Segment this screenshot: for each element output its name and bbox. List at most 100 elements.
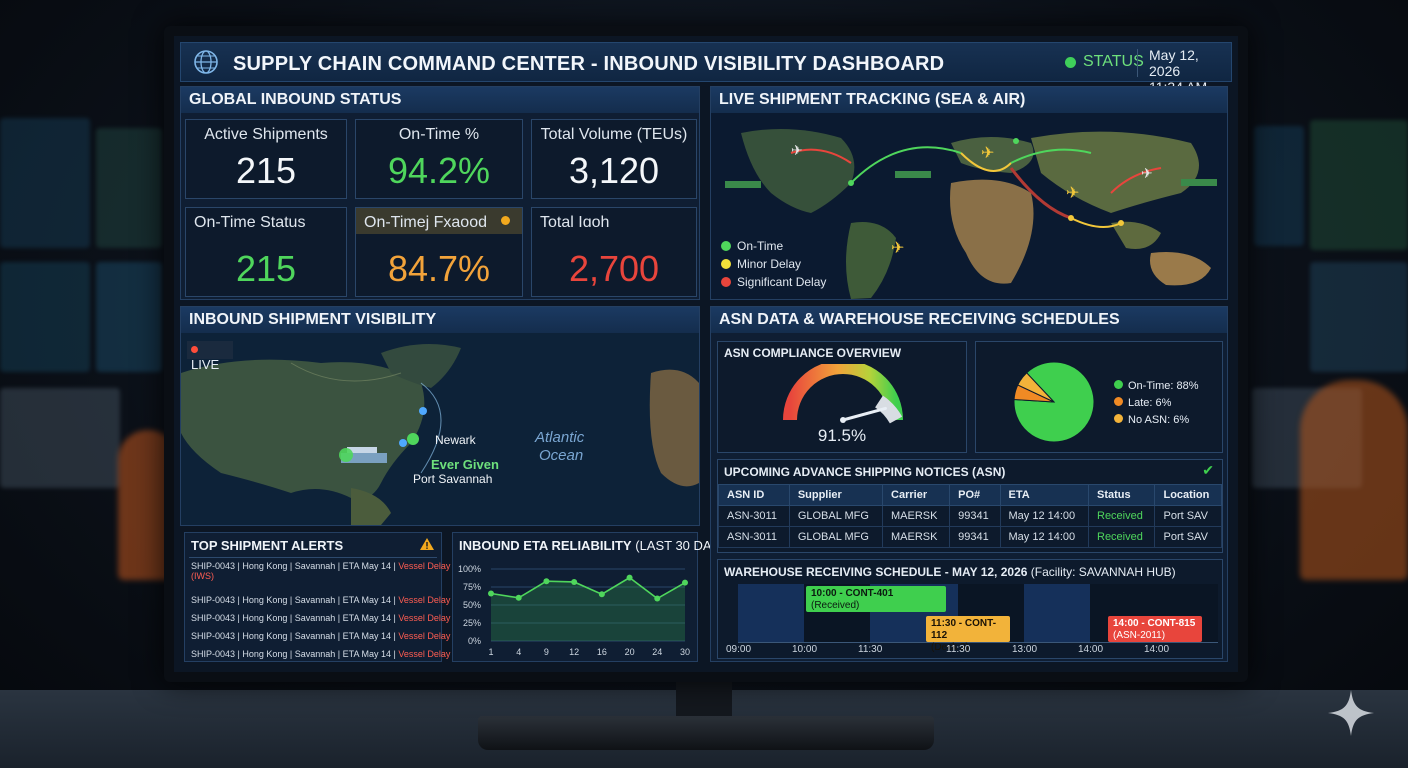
legend-label: Minor Delay: [737, 257, 802, 271]
kpi-on-time-forecast[interactable]: On-Timej Fxaood 84.7%: [355, 207, 523, 297]
kpi-active-shipments[interactable]: Active Shipments 215: [185, 119, 347, 199]
kpi-total-volume[interactable]: Total Volume (TEUs) 3,120: [531, 119, 697, 199]
kpi-on-time-status[interactable]: On-Time Status 215: [185, 207, 347, 297]
column-header[interactable]: Location: [1154, 484, 1222, 506]
alerts-divider: [189, 557, 437, 558]
asn-pie-card: On-Time: 88% Late: 6% No ASN: 6%: [975, 341, 1223, 453]
panel-title: GLOBAL INBOUND STATUS: [181, 87, 699, 113]
column-header[interactable]: PO#: [949, 484, 1001, 506]
svg-text:✈: ✈: [791, 142, 803, 158]
alert-row[interactable]: SHIP-0043 | Hong Kong | Savannah | ETA M…: [191, 631, 450, 641]
legend-significant-delay: Significant Delay: [721, 275, 826, 289]
cell-po: 99341: [949, 526, 1001, 548]
us-east-coast-map[interactable]: [181, 333, 699, 525]
world-map[interactable]: ✈ ✈ ✈ ✈ ✈: [711, 113, 1227, 299]
alert-text: SHIP-0043 | Hong Kong | Savannah | ETA M…: [191, 649, 399, 659]
column-header[interactable]: ETA: [999, 484, 1089, 506]
live-label: LIVE: [191, 357, 220, 372]
time-tick: 14:00: [1144, 644, 1170, 655]
data-point[interactable]: [682, 579, 688, 586]
status-indicator-icon: [1065, 57, 1076, 68]
alert-text: SHIP-0043 | Hong Kong | Savannah | ETA M…: [191, 613, 399, 623]
map-label-port-savannah: Port Savannah: [413, 472, 493, 486]
legend-label: Late: 6%: [1128, 397, 1172, 409]
compliance-gauge: [783, 364, 903, 424]
data-point[interactable]: [571, 578, 578, 585]
time-tick: 10:00: [792, 644, 818, 655]
y-tick-label: 0%: [468, 636, 481, 646]
asn-table: ASN ID Supplier Carrier PO# ETA Status L…: [718, 484, 1222, 548]
alert-row[interactable]: SHIP-0043 | Hong Kong | Savannah | ETA M…: [191, 613, 450, 623]
cell-eta: May 12 14:00: [999, 526, 1089, 548]
x-tick-label: 24: [652, 647, 662, 657]
block-subtitle: (ASN-2011): [1113, 630, 1166, 641]
column-header[interactable]: Carrier: [882, 484, 951, 506]
alert-text: SHIP-0043 | Hong Kong | Savannah | ETA M…: [191, 561, 399, 571]
cell-supplier: GLOBAL MFG: [788, 505, 884, 527]
legend-dot-icon: [1114, 414, 1123, 423]
column-header[interactable]: ASN ID: [718, 484, 790, 506]
alert-tag: Vessel Delay: [398, 613, 451, 623]
live-dot-icon: [191, 346, 198, 353]
time-tick: 11:30: [858, 644, 883, 655]
alert-row[interactable]: SHIP-0043 | Hong Kong | Savannah | ETA M…: [191, 649, 450, 659]
alert-tag: Vessel Delay: [398, 631, 451, 641]
dashboard-header: SUPPLY CHAIN COMMAND CENTER - INBOUND VI…: [180, 42, 1232, 111]
column-header[interactable]: Status: [1087, 484, 1156, 506]
data-point[interactable]: [654, 595, 661, 602]
card-title: ASN COMPLIANCE OVERVIEW: [724, 346, 902, 360]
schedule-block-cont-112[interactable]: 11:30 - CONT-112 (Deck 3): [926, 616, 1010, 653]
global-inbound-status-panel: GLOBAL INBOUND STATUS Active Shipments 2…: [180, 86, 700, 300]
series-line: [490, 576, 686, 600]
time-tick: 14:00: [1078, 644, 1104, 655]
background-monitor-right: [1310, 120, 1408, 250]
legend-dot-icon: [721, 259, 731, 269]
data-point[interactable]: [543, 578, 550, 585]
background-monitor-left: [96, 128, 162, 248]
inbound-shipment-visibility-panel: INBOUND SHIPMENT VISIBILITY LIVE Newark …: [180, 306, 700, 526]
legend-dot-icon: [1114, 397, 1123, 406]
schedule-facility: (Facility: SAVANNAH HUB): [1030, 565, 1176, 579]
x-tick-label: 9: [544, 647, 549, 657]
legend-minor-delay: Minor Delay: [721, 257, 801, 271]
pie-legend-no-asn: No ASN: 6%: [1114, 412, 1199, 429]
pie-legend: On-Time: 88% Late: 6% No ASN: 6%: [1114, 378, 1199, 429]
data-point[interactable]: [598, 591, 605, 598]
gauge-value: 91.5%: [817, 426, 867, 445]
receiving-schedule-card: WAREHOUSE RECEIVING SCHEDULE - MAY 12, 2…: [717, 559, 1223, 659]
asn-warehouse-panel: ASN DATA & WAREHOUSE RECEIVING SCHEDULES…: [710, 306, 1228, 662]
area-fill: [491, 577, 685, 641]
data-point[interactable]: [515, 594, 522, 601]
svg-text:✈: ✈: [1066, 185, 1079, 202]
column-header[interactable]: Supplier: [788, 484, 884, 506]
live-shipment-tracking-panel: LIVE SHIPMENT TRACKING (SEA & AIR) ✈ ✈ ✈: [710, 86, 1228, 300]
monitor-stand-base: [478, 716, 934, 750]
schedule-title: WAREHOUSE RECEIVING SCHEDULE - MAY 12, 2…: [724, 565, 1028, 579]
panel-title: TOP SHIPMENT ALERTS: [191, 538, 344, 553]
asn-table-card: UPCOMING ADVANCE SHIPPING NOTICES (ASN) …: [717, 459, 1223, 553]
top-shipment-alerts-panel: TOP SHIPMENT ALERTS SHIP-0043 | Hong Kon…: [184, 532, 450, 662]
data-point[interactable]: [626, 574, 633, 581]
background-monitor-left: [96, 262, 162, 372]
asn-compliance-card: ASN COMPLIANCE OVERVIEW 91.5%: [717, 341, 967, 453]
data-point[interactable]: [488, 590, 494, 597]
x-tick-label: 4: [516, 647, 521, 657]
kpi-total[interactable]: Total Iɑoh 2,700: [531, 207, 697, 297]
pie-slice[interactable]: [1017, 372, 1055, 403]
kpi-value: 3,120: [568, 150, 660, 191]
table-row[interactable]: ASN-3011 GLOBAL MFG MAERSK 99341 May 12 …: [718, 505, 1222, 527]
table-row[interactable]: ASN-3011 GLOBAL MFG MAERSK 99341 May 12 …: [718, 526, 1222, 548]
panel-title: INBOUND ETA RELIABILITY (LAST 30 DAYS): [459, 538, 732, 553]
schedule-block-cont-815[interactable]: 14:00 - CONT-815 (ASN-2011): [1108, 616, 1202, 642]
cell-eta: May 12 14:00: [999, 505, 1089, 527]
background-monitor-left: [0, 118, 90, 248]
alert-extra: (IWS): [191, 571, 214, 581]
dashboard-screen: SUPPLY CHAIN COMMAND CENTER - INBOUND VI…: [174, 36, 1238, 672]
table-header-row: ASN ID Supplier Carrier PO# ETA Status L…: [718, 484, 1222, 506]
kpi-on-time-percent[interactable]: On-Time % 94.2%: [355, 119, 523, 199]
eta-reliability-chart[interactable]: 100% 75% 50% 25% 0% 1 4 9 12 16 20 24 30: [453, 555, 697, 661]
schedule-block-cont-401[interactable]: 10:00 - CONT-401 (Received): [806, 586, 946, 612]
alert-row[interactable]: SHIP-0043 | Hong Kong | Savannah | ETA M…: [191, 595, 450, 605]
asn-pie-chart[interactable]: [1012, 360, 1096, 444]
alert-row[interactable]: SHIP-0043 | Hong Kong | Savannah | ETA M…: [191, 561, 450, 581]
